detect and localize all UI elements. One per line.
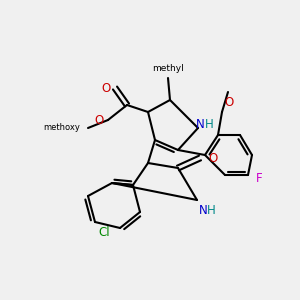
- Text: N: N: [196, 118, 204, 131]
- Text: H: H: [205, 118, 214, 131]
- Text: O: O: [224, 96, 233, 109]
- Text: N: N: [199, 204, 208, 217]
- Text: O: O: [208, 152, 217, 164]
- Text: O: O: [95, 113, 104, 127]
- Text: O: O: [102, 82, 111, 94]
- Text: methyl: methyl: [152, 64, 184, 73]
- Text: Cl: Cl: [98, 226, 110, 239]
- Text: methoxy: methoxy: [43, 124, 80, 133]
- Text: F: F: [256, 172, 262, 185]
- Text: H: H: [207, 204, 216, 217]
